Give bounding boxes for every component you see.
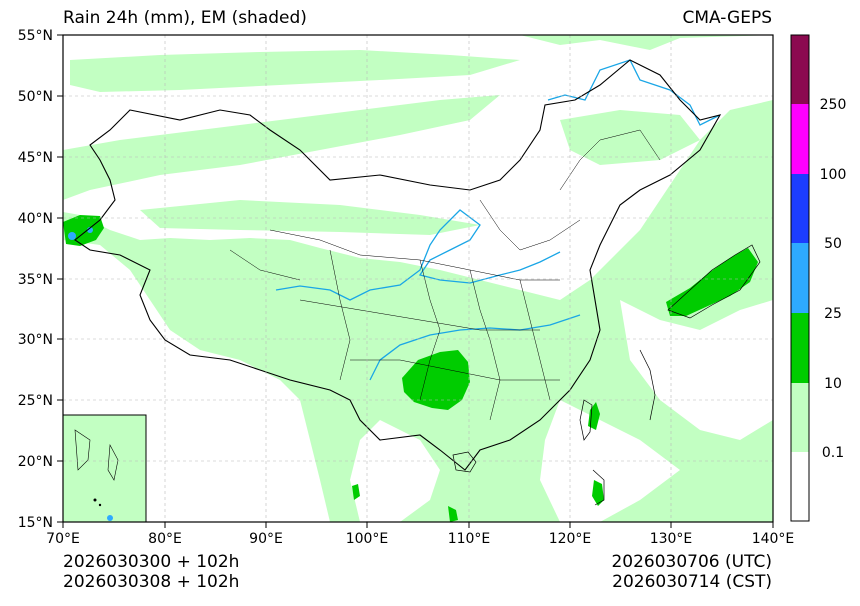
lat-tick-label: 25°N: [18, 393, 53, 409]
lon-tick-label: 100°E: [346, 531, 389, 547]
lat-tick-label: 20°N: [18, 454, 53, 470]
colorbar-segment: [791, 174, 809, 243]
colorbar-segment: [791, 104, 809, 174]
colorbar-label: 50: [824, 236, 842, 252]
province-borders: [229, 129, 661, 421]
rain-heavy-spots: [68, 227, 93, 240]
gridlines: [63, 35, 773, 522]
longitude-axis: 70°E 80°E 90°E 100°E 110°E 120°E 130°E 1…: [46, 522, 794, 547]
colorbar-segment: [791, 452, 809, 521]
lat-tick-label: 55°N: [18, 28, 53, 44]
light-rain-bands: [63, 50, 700, 235]
latitude-axis: 55°N 50°N 45°N 40°N 35°N 30°N 25°N 20°N …: [18, 28, 63, 531]
colorbar-segment: [791, 243, 809, 313]
colorbar-label: 250: [820, 97, 847, 113]
lon-tick-label: 120°E: [549, 531, 592, 547]
valid-time-block: 2026030706 (UTC) 2026030714 (CST): [611, 552, 772, 592]
map-plot-area: [63, 35, 773, 522]
valid-time-cst: 2026030714 (CST): [612, 572, 772, 592]
init-time-block: 2026030300 + 102h 2026030308 + 102h: [63, 552, 239, 592]
init-time-cst: 2026030308 + 102h: [63, 572, 240, 592]
colorbar-segment: [791, 313, 809, 383]
colorbar-label: 10: [824, 376, 842, 392]
lat-tick-label: 40°N: [18, 211, 53, 227]
lat-tick-label: 35°N: [18, 272, 53, 288]
colorbar-label: 25: [824, 306, 842, 322]
colorbar-segment: [791, 383, 809, 452]
lat-tick-label: 50°N: [18, 89, 53, 105]
lat-tick-label: 15°N: [18, 515, 53, 531]
lon-tick-label: 80°E: [148, 531, 182, 547]
lon-tick-label: 70°E: [46, 531, 80, 547]
lon-tick-label: 90°E: [249, 531, 283, 547]
lon-tick-label: 110°E: [448, 531, 491, 547]
init-time-utc: 2026030300 + 102h: [63, 552, 240, 572]
coastlines: [452, 244, 761, 506]
model-name: CMA-GEPS: [682, 8, 772, 28]
country-border: [74, 59, 722, 471]
colorbar: 0.1 10 25 50 100 250: [790, 34, 847, 522]
colorbar-segment: [791, 35, 809, 104]
inset-map: [63, 414, 147, 522]
lon-tick-label: 130°E: [650, 531, 693, 547]
map-title: Rain 24h (mm), EM (shaded): [63, 8, 307, 28]
colorbar-label: 0.1: [822, 445, 844, 461]
lon-tick-label: 140°E: [752, 531, 795, 547]
lat-tick-label: 30°N: [18, 332, 53, 348]
valid-time-utc: 2026030706 (UTC): [611, 552, 772, 572]
lat-tick-label: 45°N: [18, 150, 53, 166]
colorbar-label: 100: [820, 167, 847, 183]
